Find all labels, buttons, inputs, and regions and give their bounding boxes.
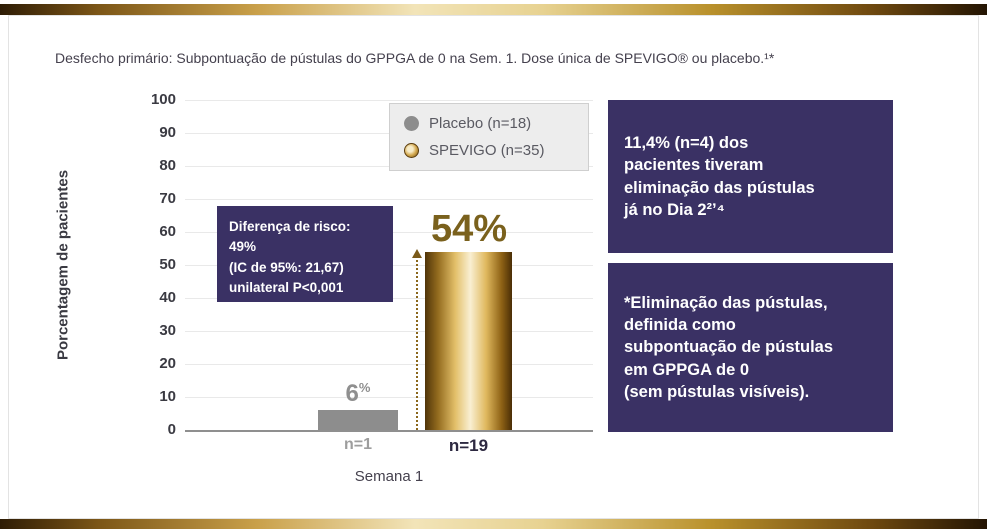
y-tick: 30 — [159, 322, 176, 339]
legend-label-placebo: Placebo (n=18) — [429, 115, 532, 132]
difference-arrow — [412, 248, 422, 430]
chart-legend: Placebo (n=18) SPEVIGO (n=35) — [389, 103, 589, 171]
placebo-value-unit: % — [358, 380, 371, 395]
risk-difference-callout: Diferença de risco: 49% (IC de 95%: 21,6… — [217, 206, 393, 302]
placebo-bar — [318, 410, 398, 430]
legend-item-placebo: Placebo (n=18) — [404, 115, 574, 132]
info-box-definition: *Eliminação das pústulas, definida como … — [608, 263, 893, 432]
y-tick: 80 — [159, 157, 176, 174]
y-tick: 70 — [159, 190, 176, 207]
y-tick: 60 — [159, 223, 176, 240]
legend-item-spevigo: SPEVIGO (n=35) — [404, 142, 574, 159]
y-tick: 100 — [150, 91, 176, 108]
top-gold-accent-bar — [0, 4, 987, 15]
placebo-marker-icon — [404, 116, 419, 131]
y-tick: 0 — [167, 421, 176, 438]
y-tick: 90 — [159, 124, 176, 141]
spevigo-bar — [425, 251, 512, 430]
bottom-gold-accent-bar — [0, 519, 987, 529]
spevigo-value-label: 54% — [430, 208, 508, 250]
info-box-day2: 11,4% (n=4) dos pacientes tiveram elimin… — [608, 100, 893, 253]
spevigo-marker-icon — [404, 143, 419, 158]
page-title: Desfecho primário: Subpontuação de pústu… — [55, 50, 775, 66]
y-tick: 20 — [159, 355, 176, 372]
x-axis-label: Semana 1 — [354, 468, 424, 485]
legend-label-spevigo: SPEVIGO (n=35) — [429, 142, 545, 159]
placebo-value-number: 6 — [345, 380, 359, 407]
placebo-value-label: 6% — [318, 381, 398, 406]
y-axis-label: Porcentagem de pacientes — [54, 169, 72, 361]
placebo-n-label: n=1 — [343, 436, 372, 453]
y-tick: 50 — [159, 256, 176, 273]
plot-area: Placebo (n=18) SPEVIGO (n=35) Diferença … — [185, 100, 593, 455]
arrow-up-icon — [412, 248, 422, 258]
y-tick: 10 — [159, 388, 176, 405]
y-tick: 40 — [159, 289, 176, 306]
spevigo-n-label: n=19 — [448, 436, 489, 455]
y-axis-ticks: 100 90 80 70 60 50 40 30 20 10 0 — [128, 92, 176, 438]
